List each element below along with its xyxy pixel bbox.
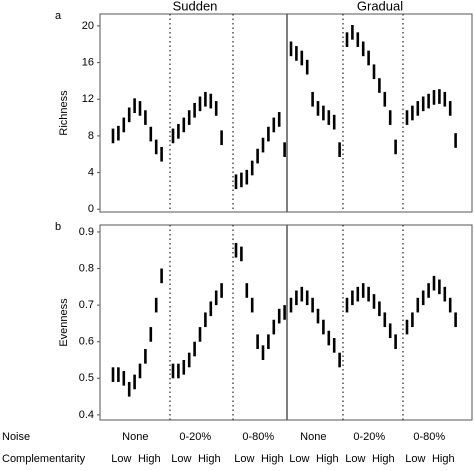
complementarity-label: Low — [289, 453, 309, 465]
complementarity-label: High — [372, 453, 395, 465]
y-axis-label: Richness — [58, 90, 70, 136]
complementarity-label: Low — [345, 453, 365, 465]
complementarity-label: Low — [111, 453, 131, 465]
column-title: Gradual — [357, 0, 403, 13]
complementarity-label: Low — [171, 453, 191, 465]
panel-frame — [99, 13, 473, 213]
y-tick-label: 16 — [82, 56, 94, 68]
complementarity-label: High — [198, 453, 221, 465]
y-tick-label: 0.8 — [79, 262, 94, 274]
noise-label: None — [122, 431, 148, 443]
y-tick-label: 8 — [88, 130, 94, 142]
complementarity-label: Low — [405, 453, 425, 465]
row-label: Noise — [2, 431, 30, 443]
y-tick-label: 0.7 — [79, 299, 94, 311]
y-axis-label: Evenness — [58, 298, 70, 347]
y-tick-label: 0.6 — [79, 336, 94, 348]
y-tick-label: 0.9 — [79, 226, 94, 238]
y-tick-label: 20 — [82, 20, 94, 32]
complementarity-label: High — [261, 453, 284, 465]
y-tick-label: 12 — [82, 93, 94, 105]
noise-label: 0-80% — [413, 431, 445, 443]
panel-label: a — [55, 10, 62, 22]
panel-label: b — [55, 221, 61, 233]
noise-label: None — [300, 431, 326, 443]
complementarity-label: High — [316, 453, 339, 465]
complementarity-label: High — [432, 453, 455, 465]
complementarity-label: Low — [234, 453, 254, 465]
noise-label: 0-20% — [353, 431, 385, 443]
row-label: Complementarity — [2, 453, 86, 465]
y-tick-label: 4 — [88, 166, 94, 178]
y-tick-label: 0.5 — [79, 372, 94, 384]
noise-label: 0-20% — [179, 431, 211, 443]
y-tick-label: 0.4 — [79, 409, 94, 421]
column-title: Sudden — [173, 0, 218, 13]
panel-frame — [99, 224, 473, 421]
noise-label: 0-80% — [242, 431, 274, 443]
y-tick-label: 0 — [88, 203, 94, 215]
complementarity-label: High — [138, 453, 161, 465]
